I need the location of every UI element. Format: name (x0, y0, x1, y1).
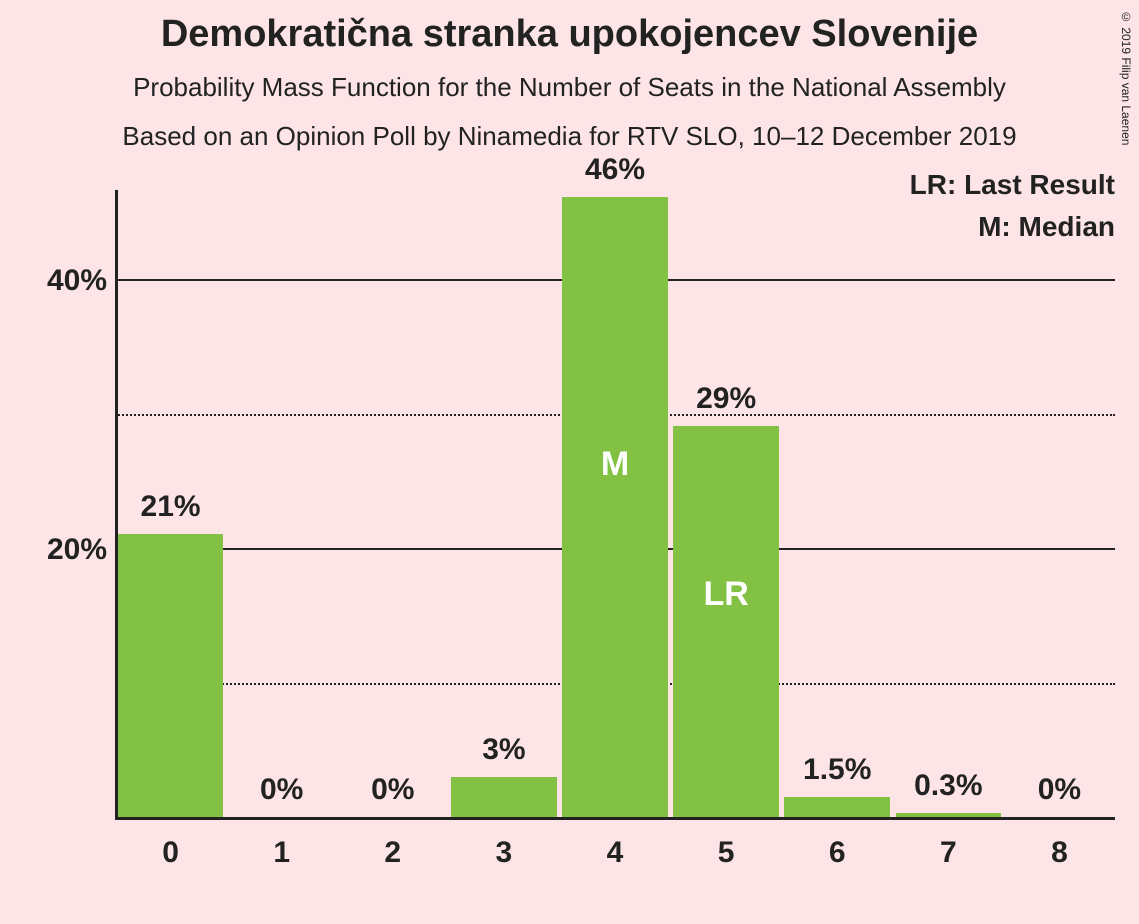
median-marker: M (562, 445, 668, 484)
bar: 1.5% (784, 797, 890, 817)
bar-value-label: 3% (451, 733, 557, 767)
bar-value-label: 1.5% (784, 753, 890, 787)
plot-area: LR: Last Result M: Median 20%40% 21%0%0%… (115, 200, 1115, 820)
bar: 0.3% (896, 813, 1002, 817)
x-tick-label: 1 (226, 836, 337, 870)
last-result-marker: LR (673, 575, 779, 614)
chart-subtitle-2: Based on an Opinion Poll by Ninamedia fo… (0, 117, 1139, 156)
x-tick-label: 5 (671, 836, 782, 870)
x-tick-label: 4 (559, 836, 670, 870)
bar-value-label: 0% (229, 773, 335, 807)
x-tick-label: 0 (115, 836, 226, 870)
bar: 29%LR (673, 426, 779, 817)
bar-value-label: 0.3% (896, 769, 1002, 803)
y-tick-label: 20% (47, 533, 107, 567)
bar: 3% (451, 777, 557, 817)
bar-value-label: 0% (1007, 773, 1113, 807)
x-tick-label: 2 (337, 836, 448, 870)
legend-lr: LR: Last Result (910, 164, 1115, 206)
bar: 46%M (562, 197, 668, 817)
chart-subtitle-1: Probability Mass Function for the Number… (0, 68, 1139, 107)
titles-block: Demokratična stranka upokojencev Sloveni… (0, 12, 1139, 156)
x-axis-line (115, 817, 1115, 820)
bar: 21% (118, 534, 224, 817)
x-tick-label: 6 (782, 836, 893, 870)
bar-value-label: 46% (562, 153, 668, 187)
y-tick-label: 40% (47, 264, 107, 298)
x-tick-label: 8 (1004, 836, 1115, 870)
legend-m: M: Median (910, 206, 1115, 248)
legend: LR: Last Result M: Median (910, 164, 1115, 248)
bar-value-label: 0% (340, 773, 446, 807)
chart-title: Demokratična stranka upokojencev Sloveni… (0, 12, 1139, 58)
bar-value-label: 21% (118, 490, 224, 524)
bar-value-label: 29% (673, 382, 779, 416)
x-tick-label: 3 (448, 836, 559, 870)
x-tick-label: 7 (893, 836, 1004, 870)
